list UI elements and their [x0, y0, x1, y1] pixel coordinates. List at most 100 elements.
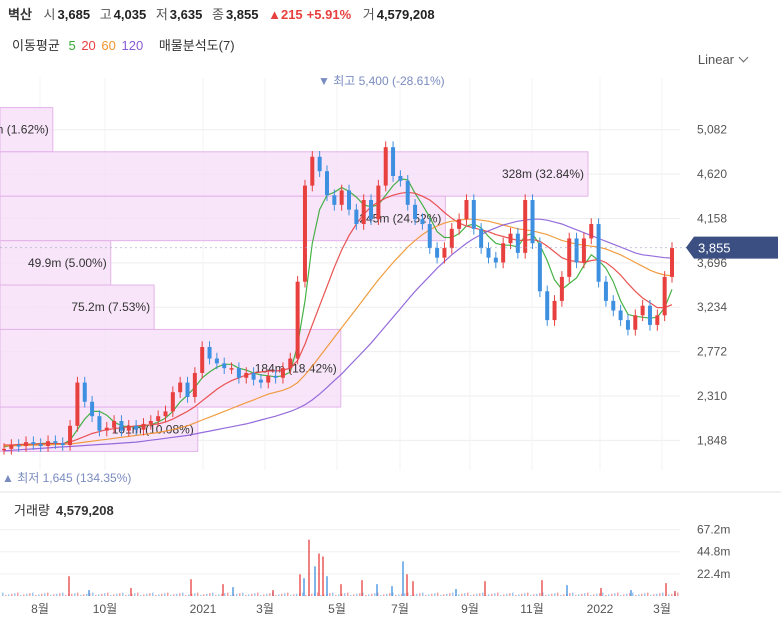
volume-bar-small	[419, 593, 421, 596]
volume-bar-small	[260, 595, 262, 596]
candle-body	[16, 445, 21, 447]
volume-bar-small	[344, 593, 346, 596]
candle-body	[258, 379, 263, 383]
volume-bar-small	[311, 593, 313, 596]
candle-body	[339, 190, 344, 205]
volume-bar-small	[458, 594, 460, 596]
volume-value: 4,579,208	[376, 7, 435, 22]
volume-bar-small	[569, 593, 571, 596]
candle-body	[567, 238, 572, 277]
volume-bar	[340, 584, 342, 596]
volume-profile-label: 16.2m (1.62%)	[0, 123, 49, 137]
y-tick-label: 5,082	[697, 123, 727, 137]
x-tick-label: 7월	[391, 602, 409, 616]
volume-bar-small	[113, 594, 115, 596]
candle-body	[376, 185, 381, 220]
volume-bar-small	[188, 594, 190, 596]
volume-bar-small	[575, 595, 577, 596]
volume-bar-small	[44, 593, 46, 596]
volume-bar-small	[533, 594, 535, 596]
volume-bars	[2, 539, 679, 596]
candle-body	[104, 427, 109, 431]
ma-120-label: 120	[121, 38, 144, 53]
volume-bar-small	[431, 593, 433, 596]
candle-body	[354, 209, 359, 225]
candle-body	[134, 425, 139, 430]
candle-body	[178, 382, 183, 393]
volume-bar-small	[395, 595, 397, 596]
ma-title[interactable]: 이동평균	[12, 38, 60, 53]
volume-profile-label: 75.2m (7.53%)	[71, 300, 150, 314]
volume-bar-small	[236, 593, 238, 596]
volume-profile-toggle[interactable]: 매물분석도(7)	[158, 38, 235, 53]
volume-bar-small	[110, 595, 112, 596]
volume-bar-small	[155, 595, 157, 596]
candle-body	[603, 281, 608, 301]
candle-body	[75, 382, 80, 426]
candle-body	[280, 368, 285, 378]
volume-bar-small	[47, 592, 49, 596]
volume-bar-small	[317, 592, 319, 596]
candle-body	[310, 156, 315, 186]
volume-bar-small	[140, 595, 142, 596]
volume-bar-small	[620, 595, 622, 596]
candle-body	[559, 276, 564, 301]
candle-body	[214, 358, 219, 364]
candle-body	[163, 411, 168, 417]
volume-bar-small	[512, 592, 514, 596]
volume-bar-small	[524, 593, 526, 596]
candle-body	[633, 315, 638, 330]
volume-bar-small	[626, 593, 628, 596]
volume-bar-small	[383, 594, 385, 596]
y-tick-label: 3,696	[697, 256, 727, 270]
x-tick-label: 2022	[587, 602, 614, 616]
x-axis: 8월 10월 2021 3월 5월 7월 9월 11월 2022 3월	[31, 602, 671, 616]
volume-bar-small	[338, 594, 340, 596]
volume-bar-small	[167, 592, 169, 596]
y-tick-label: 1,848	[697, 433, 727, 447]
candle-body	[170, 392, 175, 412]
candle-body	[302, 185, 307, 282]
candle-body	[251, 372, 256, 380]
volume-bar-small	[470, 595, 472, 596]
volume-bar-small	[560, 595, 562, 596]
volume-y-tick: 44.8m	[697, 545, 730, 559]
candle-body	[581, 238, 586, 263]
candle-body	[24, 442, 29, 446]
volume-bar-small	[287, 592, 289, 596]
volume-bar-small	[365, 595, 367, 596]
candle-body	[68, 425, 73, 446]
volume-bar-small	[449, 593, 451, 596]
volume-bar-small	[494, 593, 496, 596]
candle-body	[647, 305, 652, 325]
volume-bar-small	[452, 592, 454, 596]
candle-body	[383, 147, 388, 186]
volume-bar-small	[545, 595, 547, 596]
volume-bar-small	[92, 592, 94, 596]
volume-y-tick: 22.4m	[697, 567, 730, 581]
candle-body	[200, 347, 205, 373]
x-tick-label: 10월	[93, 602, 117, 616]
volume-bar-small	[584, 593, 586, 596]
volume-bar-small	[20, 595, 22, 596]
min-marker: ▲ 최저 1,645 (134.35%)	[2, 471, 131, 485]
volume-profile-bar	[0, 284, 155, 330]
volume-bar-small	[614, 593, 616, 596]
volume-bar-small	[125, 595, 127, 596]
close-label: 종	[211, 7, 224, 22]
last-price-badge-bg	[686, 236, 778, 259]
volume-bar-small	[587, 592, 589, 596]
volume-profile-bar	[0, 107, 54, 153]
volume-bar	[88, 590, 90, 596]
volume-bar-small	[218, 594, 220, 596]
candle-body	[273, 375, 278, 378]
candle-body	[479, 228, 484, 249]
ma-legend: 이동평균 5 20 60 120 매물분석도(7)	[12, 35, 237, 54]
close-value: 3,855	[225, 7, 259, 22]
volume-bar-small	[509, 593, 511, 596]
volume-bar-small	[335, 595, 337, 596]
scale-selector[interactable]: Linear	[698, 52, 749, 67]
y-tick-label: 4,158	[697, 211, 727, 225]
stock-header: 벽산 시 3,685 고 4,035 저 3,635 종 3,855 ▲215 +5.91…	[8, 4, 441, 22]
